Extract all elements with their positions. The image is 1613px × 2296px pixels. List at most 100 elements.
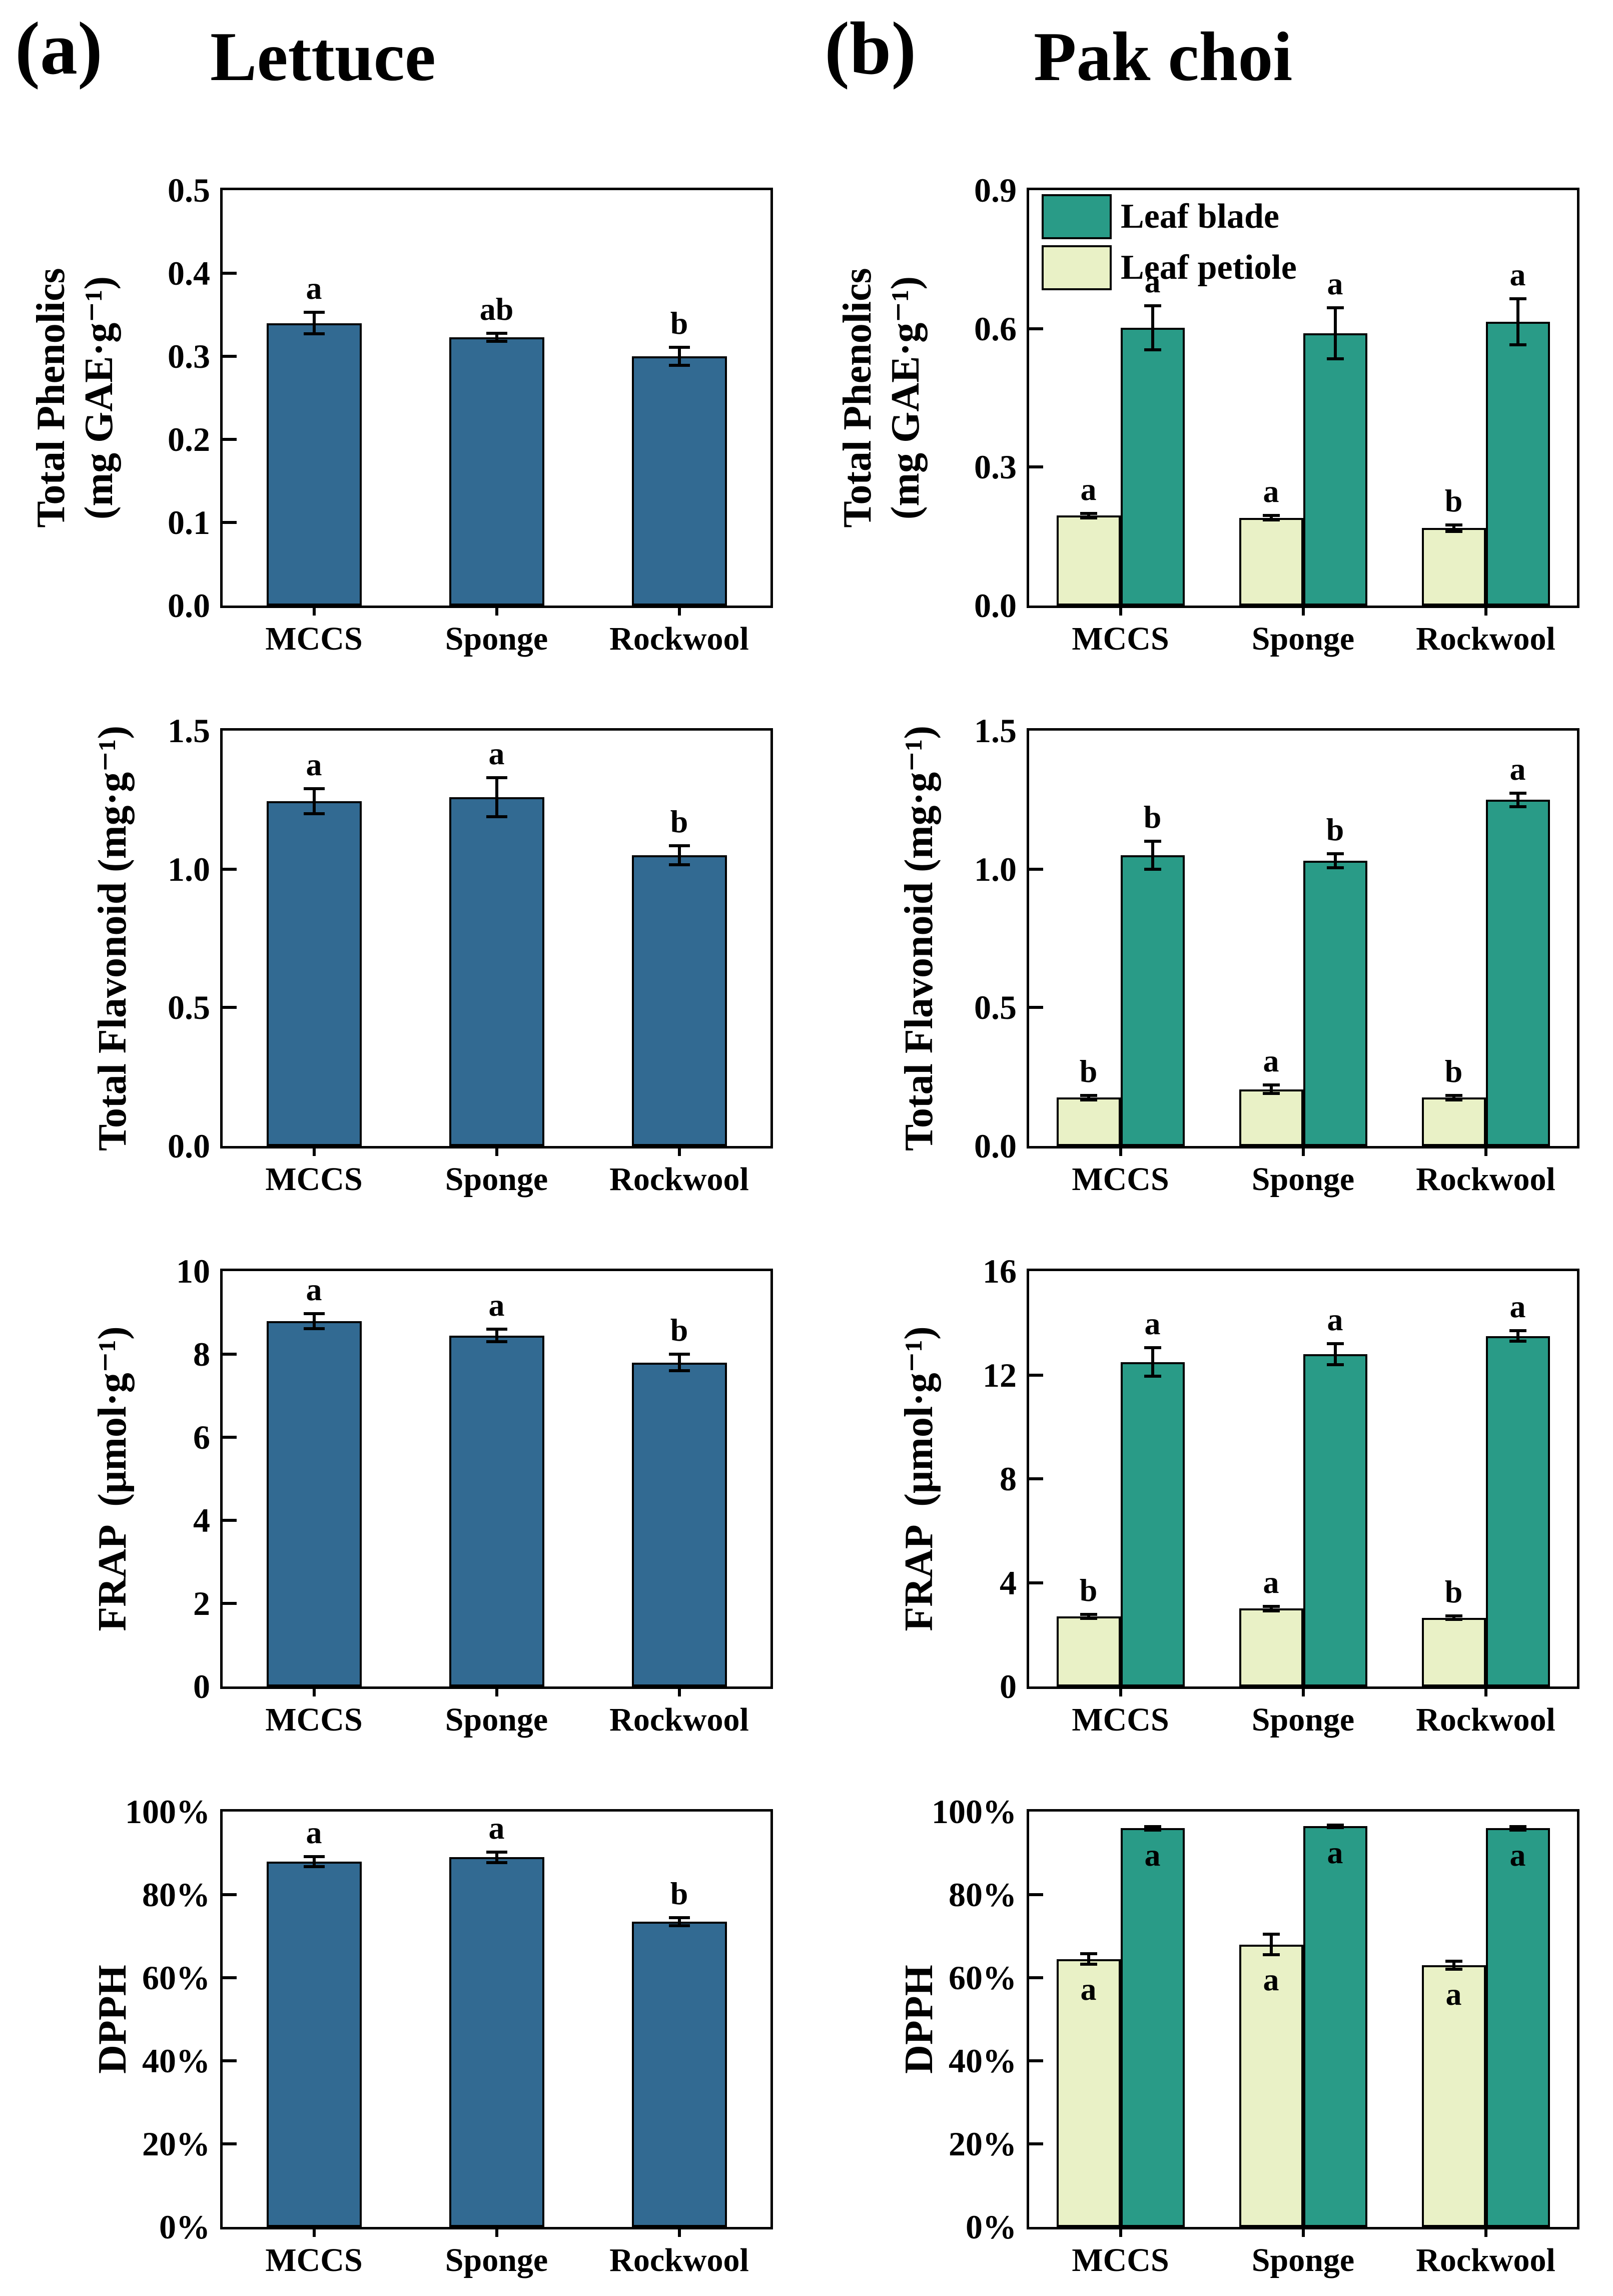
y-axis-title: Total Flavonoid (mg·g⁻¹) xyxy=(89,726,137,1151)
bar-lettuce-rockwool xyxy=(631,1921,727,2227)
error-bar xyxy=(1087,1953,1090,1965)
error-bar xyxy=(1151,1826,1154,1830)
error-bar-cap xyxy=(1509,1329,1526,1333)
y-tick-label: 80% xyxy=(142,1876,210,1914)
y-tick-label: 1.0 xyxy=(974,850,1017,888)
x-category-label: Sponge xyxy=(1251,1161,1355,1198)
bar-leaf-petiole-sponge xyxy=(1239,517,1303,606)
error-bar-cap xyxy=(1262,1609,1280,1612)
error-bar-cap xyxy=(668,863,690,867)
y-tick-mark xyxy=(223,1893,237,1896)
y-axis-title-line: Total Phenolics xyxy=(836,268,880,528)
x-category-label: MCCS xyxy=(1072,1161,1169,1198)
y-tick-label: 0% xyxy=(159,2208,210,2246)
x-category-label: Rockwool xyxy=(609,1701,749,1738)
x-category-label: Rockwool xyxy=(1416,1701,1555,1738)
y-tick-label: 8 xyxy=(193,1335,210,1373)
error-bar-cap xyxy=(1326,866,1344,869)
error-bar xyxy=(1516,298,1519,345)
error-bar xyxy=(1333,1344,1337,1365)
y-tick-label: 20% xyxy=(949,2125,1017,2163)
error-bar xyxy=(1452,1616,1455,1619)
significance-letter: a xyxy=(306,270,322,306)
y-tick-label: 0.0 xyxy=(974,587,1017,625)
error-bar xyxy=(1087,513,1090,518)
error-bar-cap xyxy=(1144,1375,1161,1378)
y-tick-label: 10 xyxy=(176,1252,210,1290)
x-tick-mark xyxy=(495,1147,498,1156)
y-tick-mark xyxy=(223,272,237,275)
error-bar-cap xyxy=(303,1855,325,1858)
error-bar-cap xyxy=(1262,1083,1280,1087)
error-bar xyxy=(1452,524,1455,531)
chart-lettuce-total-phenolics: Total Phenolics (mg GAE·g⁻¹) 0.0 0.1 0.2 0.3 0… xyxy=(0,123,806,663)
y-tick-mark xyxy=(1029,1477,1043,1480)
y-tick-label: 60% xyxy=(142,1959,210,1997)
x-category-label: MCCS xyxy=(1072,2242,1169,2278)
bar-leaf-petiole-rockwool xyxy=(1421,1617,1486,1686)
significance-letter: a xyxy=(1509,1289,1526,1325)
error-bar xyxy=(312,1313,316,1329)
error-bar-cap xyxy=(1445,1614,1462,1618)
chart-pakchoi-frap: FRAP (μmol·g⁻¹) 0 4 8 12 16 MCCS b a Sponge a a Rock… xyxy=(806,1204,1613,1744)
bar-leaf-petiole-rockwool xyxy=(1421,1965,1486,2227)
x-tick-mark xyxy=(495,1687,498,1696)
x-category-label: Rockwool xyxy=(1416,621,1555,657)
error-bar-cap xyxy=(668,1924,690,1928)
x-category-label: MCCS xyxy=(265,621,363,657)
error-bar-cap xyxy=(1445,1093,1462,1097)
error-bar-cap xyxy=(486,340,507,343)
bar-lettuce-sponge xyxy=(449,797,544,1146)
bar-leaf-blade-rockwool xyxy=(1485,321,1550,606)
error-bar-cap xyxy=(1509,1340,1526,1343)
y-tick-label: 0 xyxy=(1000,1667,1017,1705)
x-tick-mark xyxy=(1119,607,1122,616)
chart-lettuce-total-flavonoid: Total Flavonoid (mg·g⁻¹) 0.0 0.5 1.0 1.5 MCCS… xyxy=(0,663,806,1204)
y-tick-mark xyxy=(1029,2059,1043,2062)
significance-letter: b xyxy=(670,1875,688,1911)
significance-letter: b xyxy=(670,1312,688,1348)
y-tick-label: 0.2 xyxy=(168,420,210,458)
bar-leaf-petiole-mccs xyxy=(1056,515,1121,606)
error-bar-cap xyxy=(1445,529,1462,533)
error-bar xyxy=(495,1852,498,1863)
y-tick-label: 0.5 xyxy=(168,171,210,209)
error-bar-cap xyxy=(1080,511,1097,515)
y-tick-mark xyxy=(1029,867,1043,871)
significance-letter: a xyxy=(1263,1564,1279,1600)
bar-leaf-blade-mccs xyxy=(1120,855,1185,1146)
y-tick-label: 6 xyxy=(193,1418,210,1456)
y-tick-label: 16 xyxy=(983,1252,1017,1290)
y-tick-mark xyxy=(223,1006,237,1009)
x-tick-mark xyxy=(495,607,498,616)
significance-letter: b xyxy=(1079,1053,1098,1089)
y-tick-label: 0.0 xyxy=(168,587,210,625)
error-bar xyxy=(1087,1095,1090,1100)
error-bar-cap xyxy=(303,1865,325,1868)
significance-letter: a xyxy=(1263,473,1279,509)
bar-leaf-petiole-sponge xyxy=(1239,1608,1303,1686)
y-axis-title: Total Phenolics (mg GAE·g⁻¹) xyxy=(834,268,930,527)
significance-letter: a xyxy=(1327,1834,1343,1870)
y-axis-title: Total Flavonoid (mg·g⁻¹) xyxy=(895,726,943,1151)
y-tick-label: 80% xyxy=(949,1876,1017,1914)
bar-lettuce-mccs xyxy=(266,1861,362,2227)
x-category-label: Rockwool xyxy=(1416,1161,1555,1198)
error-bar-cap xyxy=(1445,1959,1462,1963)
y-tick-label: 1.5 xyxy=(168,712,210,750)
error-bar-cap xyxy=(1509,1825,1526,1828)
x-category-label: MCCS xyxy=(1072,621,1169,657)
error-bar xyxy=(1269,1606,1273,1611)
y-axis-title: Total Phenolics (mg GAE·g⁻¹) xyxy=(27,268,123,527)
significance-letter: a xyxy=(1327,1302,1343,1338)
error-bar-cap xyxy=(1144,304,1161,307)
y-tick-mark xyxy=(1029,1006,1043,1009)
significance-letter: a xyxy=(1509,256,1526,292)
x-category-label: MCCS xyxy=(265,1161,363,1198)
significance-letter: a xyxy=(1144,1306,1161,1342)
error-bar-cap xyxy=(1080,516,1097,519)
error-bar xyxy=(1516,1331,1519,1342)
significance-letter: b xyxy=(1326,812,1344,848)
y-tick-label: 0.9 xyxy=(974,171,1017,209)
